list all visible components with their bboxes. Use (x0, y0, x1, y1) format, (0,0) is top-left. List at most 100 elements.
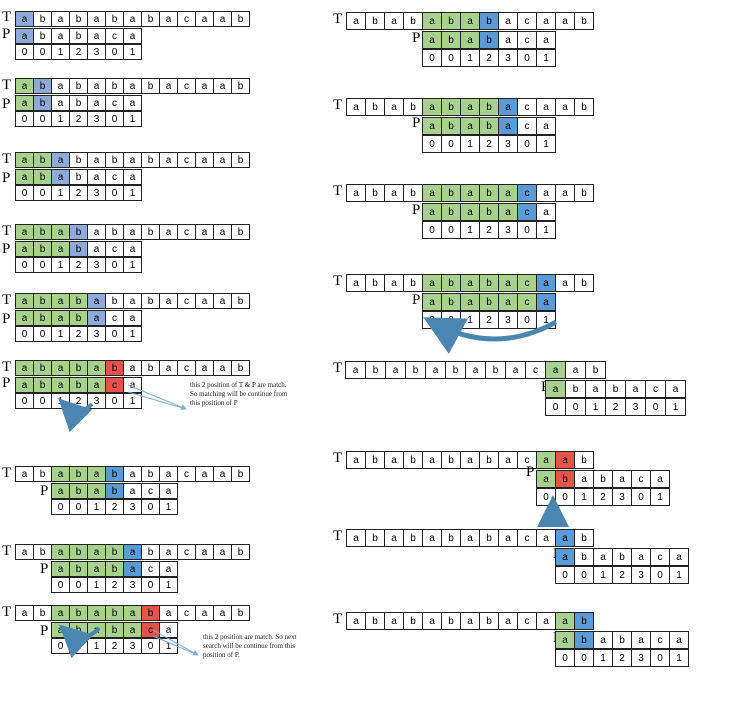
text-row-cell: b (33, 293, 52, 309)
failure-row-cell: 1 (51, 326, 70, 342)
text-label: T (2, 77, 12, 93)
text-row-cell: a (15, 605, 34, 621)
failure-row-cell: 0 (517, 135, 537, 153)
text-row-cell: b (441, 529, 461, 547)
text-row-cell: b (141, 605, 160, 621)
pattern-row-cell: c (141, 622, 160, 638)
failure-row-cell: 1 (585, 398, 606, 416)
pattern-row-cell: a (159, 622, 178, 638)
text-row-cell: a (159, 605, 178, 621)
pattern-row-cell: a (123, 310, 142, 326)
text-row-cell: a (159, 11, 178, 27)
text-row-cell: b (365, 361, 386, 379)
text-row-cell: b (69, 605, 88, 621)
pattern-row-cell: a (51, 169, 70, 185)
pattern-row-cell: a (15, 310, 34, 326)
failure-row-cell: 1 (51, 257, 70, 273)
text-row-cell: b (585, 361, 606, 379)
failure-row-cell: 0 (555, 566, 575, 584)
pattern-row-cell: b (479, 293, 499, 311)
text-label: T (333, 97, 343, 113)
pattern-row-cell: b (441, 31, 461, 49)
pattern-row-cell: a (15, 28, 34, 44)
text-row-cell: a (87, 466, 106, 482)
text-row-cell: a (15, 544, 34, 560)
text-row-cell: a (422, 184, 442, 202)
text-row-cell: a (195, 11, 214, 27)
text-row-cell: a (51, 152, 70, 168)
text-label: T (2, 359, 12, 375)
pattern-row-cell: b (565, 380, 586, 398)
text-row-cell: a (346, 12, 366, 30)
text-row-cell: a (536, 274, 556, 292)
text-row-cell: a (498, 612, 518, 630)
pattern-row-cell: a (460, 31, 480, 49)
pattern-label: P (412, 292, 421, 308)
pattern-row-cell: a (536, 203, 556, 221)
text-row-cell: a (555, 529, 575, 547)
text-row-cell: a (422, 451, 442, 469)
text-row-cell: c (177, 224, 196, 240)
failure-row-cell: 3 (631, 649, 651, 667)
text-row-cell: b (231, 78, 250, 94)
pattern-row-cell: a (15, 241, 34, 257)
text-row-cell: c (517, 12, 537, 30)
pattern-row-cell: c (105, 241, 124, 257)
failure-row-cell: 1 (159, 638, 178, 654)
text-row-cell: a (346, 529, 366, 547)
failure-row-cell: 0 (422, 311, 442, 329)
pattern-row-cell: a (123, 561, 142, 577)
text-label: T (2, 604, 12, 620)
failure-row-cell: 0 (51, 577, 70, 593)
failure-row-cell: 0 (441, 135, 461, 153)
pattern-row-cell: a (536, 470, 556, 488)
failure-row-cell: 0 (422, 49, 442, 67)
pattern-row-cell: a (574, 470, 594, 488)
text-row-cell: a (213, 605, 232, 621)
failure-row-cell: 1 (51, 185, 70, 201)
pattern-row-cell: b (33, 28, 52, 44)
text-row-cell: b (105, 605, 124, 621)
pattern-row-cell: b (69, 241, 88, 257)
pattern-row-cell: b (479, 31, 499, 49)
text-row-cell: b (69, 224, 88, 240)
failure-row-cell: 0 (15, 185, 34, 201)
text-row-cell: a (460, 12, 480, 30)
pattern-row-cell: b (33, 169, 52, 185)
text-row-cell: c (177, 605, 196, 621)
failure-row-cell: 0 (545, 398, 566, 416)
failure-row-cell: 1 (87, 499, 106, 515)
text-row-cell: a (123, 544, 142, 560)
text-row-cell: b (574, 184, 594, 202)
pattern-row-cell: a (123, 169, 142, 185)
pattern-row-cell: b (612, 631, 632, 649)
text-row-cell: b (574, 451, 594, 469)
pattern-row-cell: b (69, 561, 88, 577)
failure-row-cell: 0 (33, 326, 52, 342)
text-row-cell: b (479, 451, 499, 469)
failure-row-cell: 0 (69, 577, 88, 593)
failure-row-cell: 0 (141, 638, 160, 654)
failure-row-cell: 0 (33, 185, 52, 201)
failure-row-cell: 2 (69, 257, 88, 273)
text-row-cell: b (141, 78, 160, 94)
failure-row-cell: 1 (460, 311, 480, 329)
text-row-cell: a (555, 612, 575, 630)
pattern-row-cell: b (479, 117, 499, 135)
pattern-row-cell: a (51, 622, 70, 638)
failure-row-cell: 0 (422, 221, 442, 239)
pattern-row-cell: a (612, 470, 632, 488)
pattern-label: P (412, 202, 421, 218)
pattern-row-cell: a (422, 293, 442, 311)
pattern-row-cell: a (123, 28, 142, 44)
